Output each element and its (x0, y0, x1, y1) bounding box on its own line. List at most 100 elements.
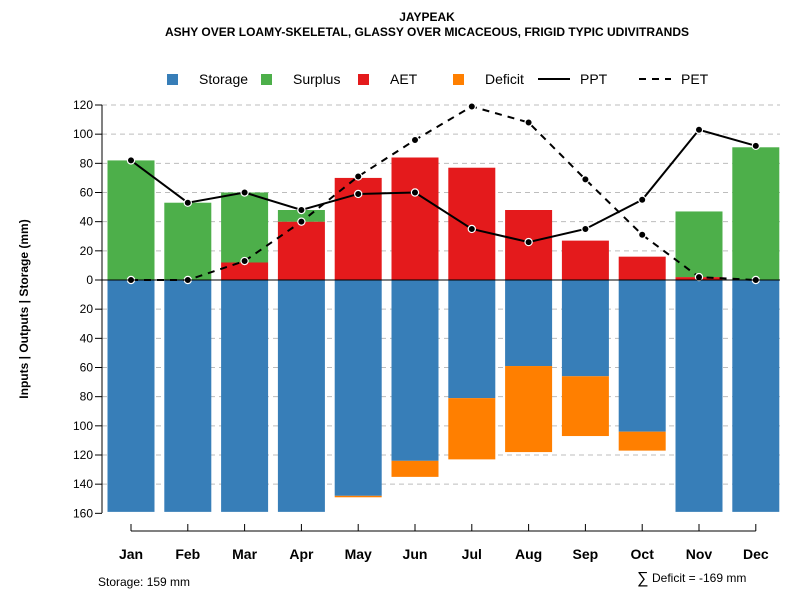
point-pet (354, 172, 363, 181)
bar-deficit (505, 366, 553, 453)
x-tick-label: Dec (743, 546, 769, 562)
bar-storage (448, 280, 496, 399)
point-pet (297, 217, 306, 226)
legend-label: Surplus (293, 71, 340, 87)
bar-storage (334, 280, 382, 496)
point-ppt (354, 189, 363, 199)
chart-title: JAYPEAK (399, 10, 455, 24)
deficit-sum-icon: ∑ (637, 570, 648, 587)
y-tick-label: 20 (80, 244, 94, 258)
point-ppt (581, 224, 590, 234)
bar-surplus (675, 211, 723, 278)
x-tick-label: Jul (462, 546, 482, 562)
gridlines (102, 104, 780, 485)
storage-annotation: Storage: 159 mm (98, 575, 190, 589)
legend-label: PET (681, 71, 709, 87)
bar-storage (277, 280, 325, 512)
legend-item-deficit: Deficit (453, 71, 524, 87)
y-tick-label: 100 (73, 127, 93, 141)
bar-surplus (277, 210, 325, 222)
legend-label: PPT (580, 71, 608, 87)
legend-item-ppt: PPT (538, 71, 608, 87)
x-tick-label: Aug (515, 546, 542, 562)
deficit-annotation: Deficit = -169 mm (652, 571, 746, 585)
bars (107, 147, 780, 512)
point-ppt (467, 224, 476, 234)
bar-storage (675, 280, 723, 512)
point-pet (581, 175, 590, 184)
legend-label: Storage (199, 71, 248, 87)
line-pet (131, 105, 756, 281)
x-tick-label: Feb (175, 546, 200, 562)
point-pet (467, 102, 476, 111)
bar-storage (221, 280, 269, 512)
legend-item-pet: PET (639, 71, 709, 87)
point-ppt (297, 205, 306, 215)
legend-swatch (167, 74, 178, 85)
legend-item-surplus: Surplus (261, 71, 340, 87)
legend-swatch (261, 74, 272, 85)
legend-item-storage: Storage (167, 71, 248, 87)
y-tick-label: 100 (73, 419, 93, 433)
legend-swatch (453, 74, 464, 85)
point-ppt (183, 198, 192, 207)
bar-deficit (391, 460, 439, 477)
bar-aet (221, 262, 269, 280)
bar-aet (277, 221, 325, 280)
bar-storage (732, 280, 780, 512)
y-tick-label: 80 (80, 156, 94, 170)
bar-storage (391, 280, 439, 461)
legend-label: AET (390, 71, 418, 87)
bar-aet (391, 157, 439, 280)
legend-swatch (358, 74, 369, 85)
point-pet (240, 256, 249, 266)
bar-surplus (164, 202, 212, 280)
y-tick-label: 160 (73, 506, 93, 520)
y-tick-label: 60 (80, 186, 94, 200)
chart-subtitle: ASHY OVER LOAMY-SKELETAL, GLASSY OVER MI… (165, 25, 689, 39)
point-ppt (410, 188, 420, 197)
point-ppt (638, 195, 647, 204)
line-ppt (130, 128, 757, 244)
bar-deficit (618, 431, 666, 451)
bar-storage (164, 280, 212, 512)
legend-item-aet: AET (358, 71, 418, 87)
point-pet (694, 272, 704, 282)
x-tick-label: Nov (686, 546, 713, 562)
bar-storage (618, 280, 666, 432)
y-tick-label: 120 (73, 98, 93, 112)
bar-surplus (732, 147, 780, 280)
y-axis-label: Inputs | Outputs | Storage (mm) (17, 219, 31, 398)
x-tick-label: Jun (403, 546, 428, 562)
y-tick-label: 60 (80, 361, 94, 375)
series-points (126, 102, 761, 285)
bar-aet (618, 256, 666, 280)
y-tick-label: 80 (80, 390, 94, 404)
point-pet (524, 118, 533, 127)
x-tick-label: Apr (289, 546, 314, 562)
bar-aet (561, 240, 609, 280)
y-tick-label: 40 (80, 331, 94, 345)
bar-deficit (448, 398, 496, 460)
x-tick-label: Mar (232, 546, 257, 562)
legend: Storage Surplus AET Deficit PPT PET (167, 71, 709, 87)
x-tick-label: May (345, 546, 372, 562)
x-tick-label: Sep (573, 546, 599, 562)
bar-storage (107, 280, 155, 512)
legend-label: Deficit (485, 71, 524, 87)
bar-deficit (561, 376, 609, 437)
bar-storage (561, 280, 609, 377)
bar-surplus (107, 160, 155, 280)
point-ppt (126, 156, 136, 165)
bar-deficit (334, 495, 382, 498)
bar-storage (505, 280, 553, 367)
series-lines (130, 105, 757, 281)
x-tick-label: Oct (631, 546, 655, 562)
point-pet (638, 230, 647, 239)
axes: 120 100 80 60 40 20 0 20 40 60 80 100 120 140 160 Jan Fe… (73, 98, 780, 562)
y-tick-label: 0 (86, 273, 93, 287)
x-tick-label: Jan (119, 546, 143, 562)
y-tick-label: 20 (80, 302, 94, 316)
point-ppt (694, 125, 704, 134)
